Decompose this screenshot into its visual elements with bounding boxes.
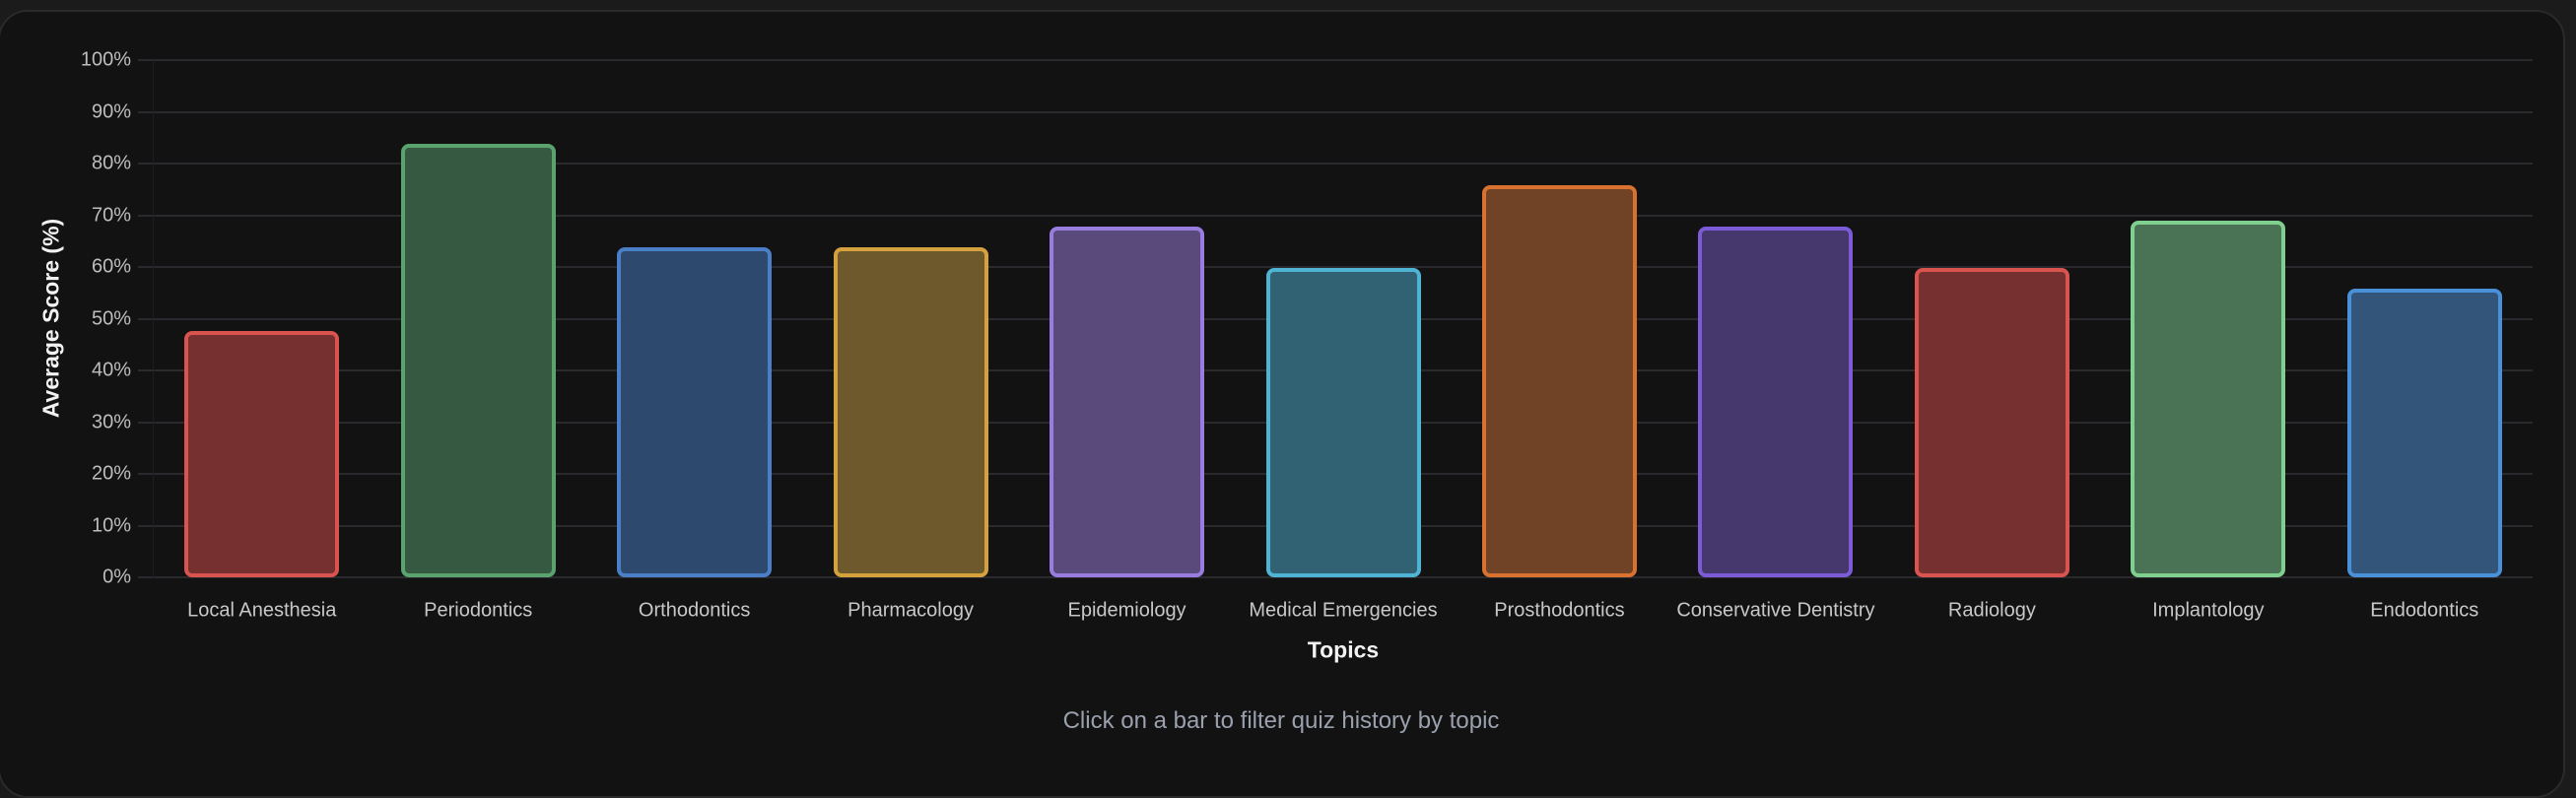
x-tick-label: Epidemiology <box>1067 599 1186 622</box>
x-tick-label: Local Anesthesia <box>187 599 337 622</box>
bar-pharmacology[interactable] <box>833 247 988 577</box>
bar-orthodontics[interactable] <box>617 247 773 577</box>
bar-medical-emergencies[interactable] <box>1265 268 1421 577</box>
x-tick-label: Medical Emergencies <box>1249 599 1438 622</box>
bar-epidemiology[interactable] <box>1050 227 1205 577</box>
x-tick-label: Conservative Dentistry <box>1676 599 1875 622</box>
y-tick-label: 80% <box>91 152 131 174</box>
y-tick-label: 0% <box>102 565 131 588</box>
gridline <box>138 163 2533 165</box>
gridline <box>138 214 2533 217</box>
bar-implantology[interactable] <box>2131 220 2286 577</box>
y-tick-label: 70% <box>91 204 131 226</box>
x-tick-label: Periodontics <box>424 599 533 622</box>
gridline <box>138 576 2533 578</box>
filter-hint: Click on a bar to filter quiz history by… <box>1062 707 1500 734</box>
y-tick-label: 60% <box>91 255 131 278</box>
x-tick-label: Implantology <box>2152 599 2265 622</box>
y-tick-label: 100% <box>80 48 131 71</box>
y-tick-label: 30% <box>91 411 131 432</box>
y-tick-label: 20% <box>91 462 131 485</box>
y-tick-label: 50% <box>91 307 131 329</box>
y-tick-label: 10% <box>91 514 131 536</box>
x-tick-label: Orthodontics <box>638 599 751 622</box>
gridline <box>138 266 2533 268</box>
x-tick-label: Endodontics <box>2370 599 2479 622</box>
x-tick-label: Pharmacology <box>847 599 974 622</box>
bar-endodontics[interactable] <box>2346 289 2502 577</box>
x-axis-title: Topics <box>1307 636 1380 663</box>
bar-conservative-dentistry[interactable] <box>1698 227 1854 577</box>
bar-radiology[interactable] <box>1914 268 2069 577</box>
average-score-bar-chart: Average Score (%) 0% 10% 20% 30% 40% 50% 60% 70… <box>38 48 2533 734</box>
gridline <box>138 59 2533 61</box>
bar-local-anesthesia[interactable] <box>184 330 340 577</box>
y-tick-label: 90% <box>91 100 131 122</box>
bar-periodontics[interactable] <box>400 144 556 577</box>
gridline <box>138 110 2533 113</box>
bar-prosthodontics[interactable] <box>1481 184 1637 577</box>
y-axis-line <box>153 60 154 578</box>
x-tick-label: Radiology <box>1947 599 2036 622</box>
x-tick-label: Prosthodontics <box>1494 599 1625 622</box>
y-tick-label: 40% <box>91 359 131 381</box>
